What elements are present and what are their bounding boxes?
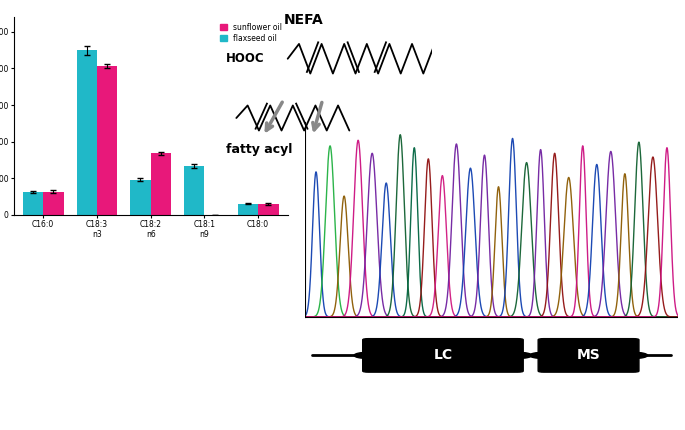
Text: fatty acyl: fatty acyl	[226, 143, 292, 157]
Bar	[77, 50, 97, 215]
Bar	[238, 204, 258, 215]
Circle shape	[619, 352, 647, 359]
Text: MS: MS	[577, 348, 601, 362]
FancyBboxPatch shape	[538, 339, 639, 372]
Bar	[130, 180, 151, 215]
Circle shape	[503, 352, 532, 359]
Text: NEFA: NEFA	[284, 13, 323, 27]
Bar	[258, 204, 279, 215]
Bar	[23, 192, 43, 215]
Legend: sunflower oil, flaxseed oil: sunflower oil, flaxseed oil	[218, 21, 284, 44]
FancyBboxPatch shape	[362, 339, 523, 372]
Circle shape	[354, 352, 382, 359]
Bar	[97, 66, 117, 215]
Text: HOOC: HOOC	[226, 52, 264, 65]
Text: LC: LC	[434, 348, 453, 362]
Bar	[43, 191, 64, 215]
Circle shape	[530, 352, 558, 359]
Bar	[151, 154, 171, 215]
Bar	[184, 166, 204, 215]
